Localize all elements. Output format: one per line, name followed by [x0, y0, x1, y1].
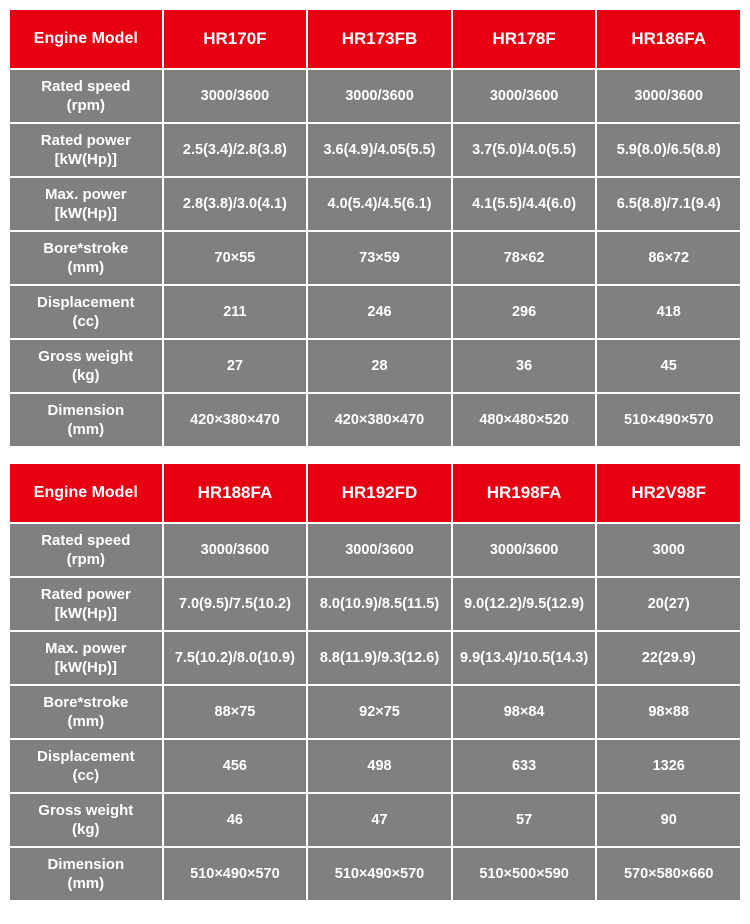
spec-cell: 3.7(5.0)/4.0(5.5) — [453, 124, 596, 176]
corner-label: Engine Model — [10, 464, 162, 522]
spec-cell: 3.6(4.9)/4.05(5.5) — [308, 124, 451, 176]
spec-cell: 3000/3600 — [308, 524, 451, 576]
spec-cell: 20(27) — [597, 578, 740, 630]
spec-cell: 90 — [597, 794, 740, 846]
spec-cell: 36 — [453, 340, 596, 392]
spec-cell: 9.0(12.2)/9.5(12.9) — [453, 578, 596, 630]
spec-cell: 9.9(13.4)/10.5(14.3) — [453, 632, 596, 684]
spec-cell: 7.0(9.5)/7.5(10.2) — [164, 578, 307, 630]
row-label: Max. power[kW(Hp)] — [10, 178, 162, 230]
row-label: Displacement(cc) — [10, 740, 162, 792]
spec-cell: 78×62 — [453, 232, 596, 284]
model-header: HR178F — [453, 10, 596, 68]
row-label: Rated speed(rpm) — [10, 524, 162, 576]
model-header: HR198FA — [453, 464, 596, 522]
spec-cell: 456 — [164, 740, 307, 792]
spec-cell: 22(29.9) — [597, 632, 740, 684]
spec-cell: 3000/3600 — [308, 70, 451, 122]
spec-cell: 98×84 — [453, 686, 596, 738]
spec-cell: 3000/3600 — [597, 70, 740, 122]
row-label: Bore*stroke(mm) — [10, 686, 162, 738]
spec-cell: 570×580×660 — [597, 848, 740, 900]
spec-cell: 420×380×470 — [308, 394, 451, 446]
row-label: Rated speed(rpm) — [10, 70, 162, 122]
engine-spec-table-0: Engine ModelHR170FHR173FBHR178FHR186FA Ra… — [8, 8, 742, 448]
spec-cell: 3000/3600 — [164, 70, 307, 122]
model-header: HR188FA — [164, 464, 307, 522]
row-label: Max. power[kW(Hp)] — [10, 632, 162, 684]
corner-label: Engine Model — [10, 10, 162, 68]
model-header: HR173FB — [308, 10, 451, 68]
row-label: Gross weight(kg) — [10, 794, 162, 846]
model-header: HR192FD — [308, 464, 451, 522]
spec-cell: 46 — [164, 794, 307, 846]
spec-cell: 510×500×590 — [453, 848, 596, 900]
spec-cell: 2.5(3.4)/2.8(3.8) — [164, 124, 307, 176]
spec-cell: 88×75 — [164, 686, 307, 738]
spec-cell: 3000 — [597, 524, 740, 576]
spec-cell: 296 — [453, 286, 596, 338]
spec-cell: 28 — [308, 340, 451, 392]
row-label: Gross weight(kg) — [10, 340, 162, 392]
spec-cell: 4.0(5.4)/4.5(6.1) — [308, 178, 451, 230]
spec-cell: 70×55 — [164, 232, 307, 284]
spec-cell: 45 — [597, 340, 740, 392]
model-header: HR170F — [164, 10, 307, 68]
spec-cell: 8.8(11.9)/9.3(12.6) — [308, 632, 451, 684]
spec-cell: 211 — [164, 286, 307, 338]
spec-cell: 1326 — [597, 740, 740, 792]
spec-cell: 3000/3600 — [453, 524, 596, 576]
spec-cell: 3000/3600 — [453, 70, 596, 122]
spec-cell: 73×59 — [308, 232, 451, 284]
spec-cell: 633 — [453, 740, 596, 792]
row-label: Displacement(cc) — [10, 286, 162, 338]
row-label: Dimension(mm) — [10, 848, 162, 900]
spec-cell: 98×88 — [597, 686, 740, 738]
spec-cell: 480×480×520 — [453, 394, 596, 446]
spec-cell: 418 — [597, 286, 740, 338]
spec-cell: 498 — [308, 740, 451, 792]
row-label: Bore*stroke(mm) — [10, 232, 162, 284]
tables-container: Engine ModelHR170FHR173FBHR178FHR186FARa… — [8, 8, 742, 902]
spec-cell: 5.9(8.0)/6.5(8.8) — [597, 124, 740, 176]
spec-cell: 420×380×470 — [164, 394, 307, 446]
spec-cell: 27 — [164, 340, 307, 392]
engine-spec-table-1: Engine ModelHR188FAHR192FDHR198FAHR2V98F… — [8, 462, 742, 902]
row-label: Rated power[kW(Hp)] — [10, 124, 162, 176]
spec-cell: 510×490×570 — [597, 394, 740, 446]
row-label: Rated power[kW(Hp)] — [10, 578, 162, 630]
spec-cell: 2.8(3.8)/3.0(4.1) — [164, 178, 307, 230]
spec-cell: 7.5(10.2)/8.0(10.9) — [164, 632, 307, 684]
model-header: HR186FA — [597, 10, 740, 68]
spec-cell: 47 — [308, 794, 451, 846]
spec-cell: 510×490×570 — [164, 848, 307, 900]
spec-cell: 6.5(8.8)/7.1(9.4) — [597, 178, 740, 230]
spec-cell: 86×72 — [597, 232, 740, 284]
spec-cell: 92×75 — [308, 686, 451, 738]
spec-cell: 3000/3600 — [164, 524, 307, 576]
spec-cell: 246 — [308, 286, 451, 338]
spec-cell: 8.0(10.9)/8.5(11.5) — [308, 578, 451, 630]
spec-cell: 4.1(5.5)/4.4(6.0) — [453, 178, 596, 230]
model-header: HR2V98F — [597, 464, 740, 522]
spec-cell: 510×490×570 — [308, 848, 451, 900]
row-label: Dimension(mm) — [10, 394, 162, 446]
spec-cell: 57 — [453, 794, 596, 846]
